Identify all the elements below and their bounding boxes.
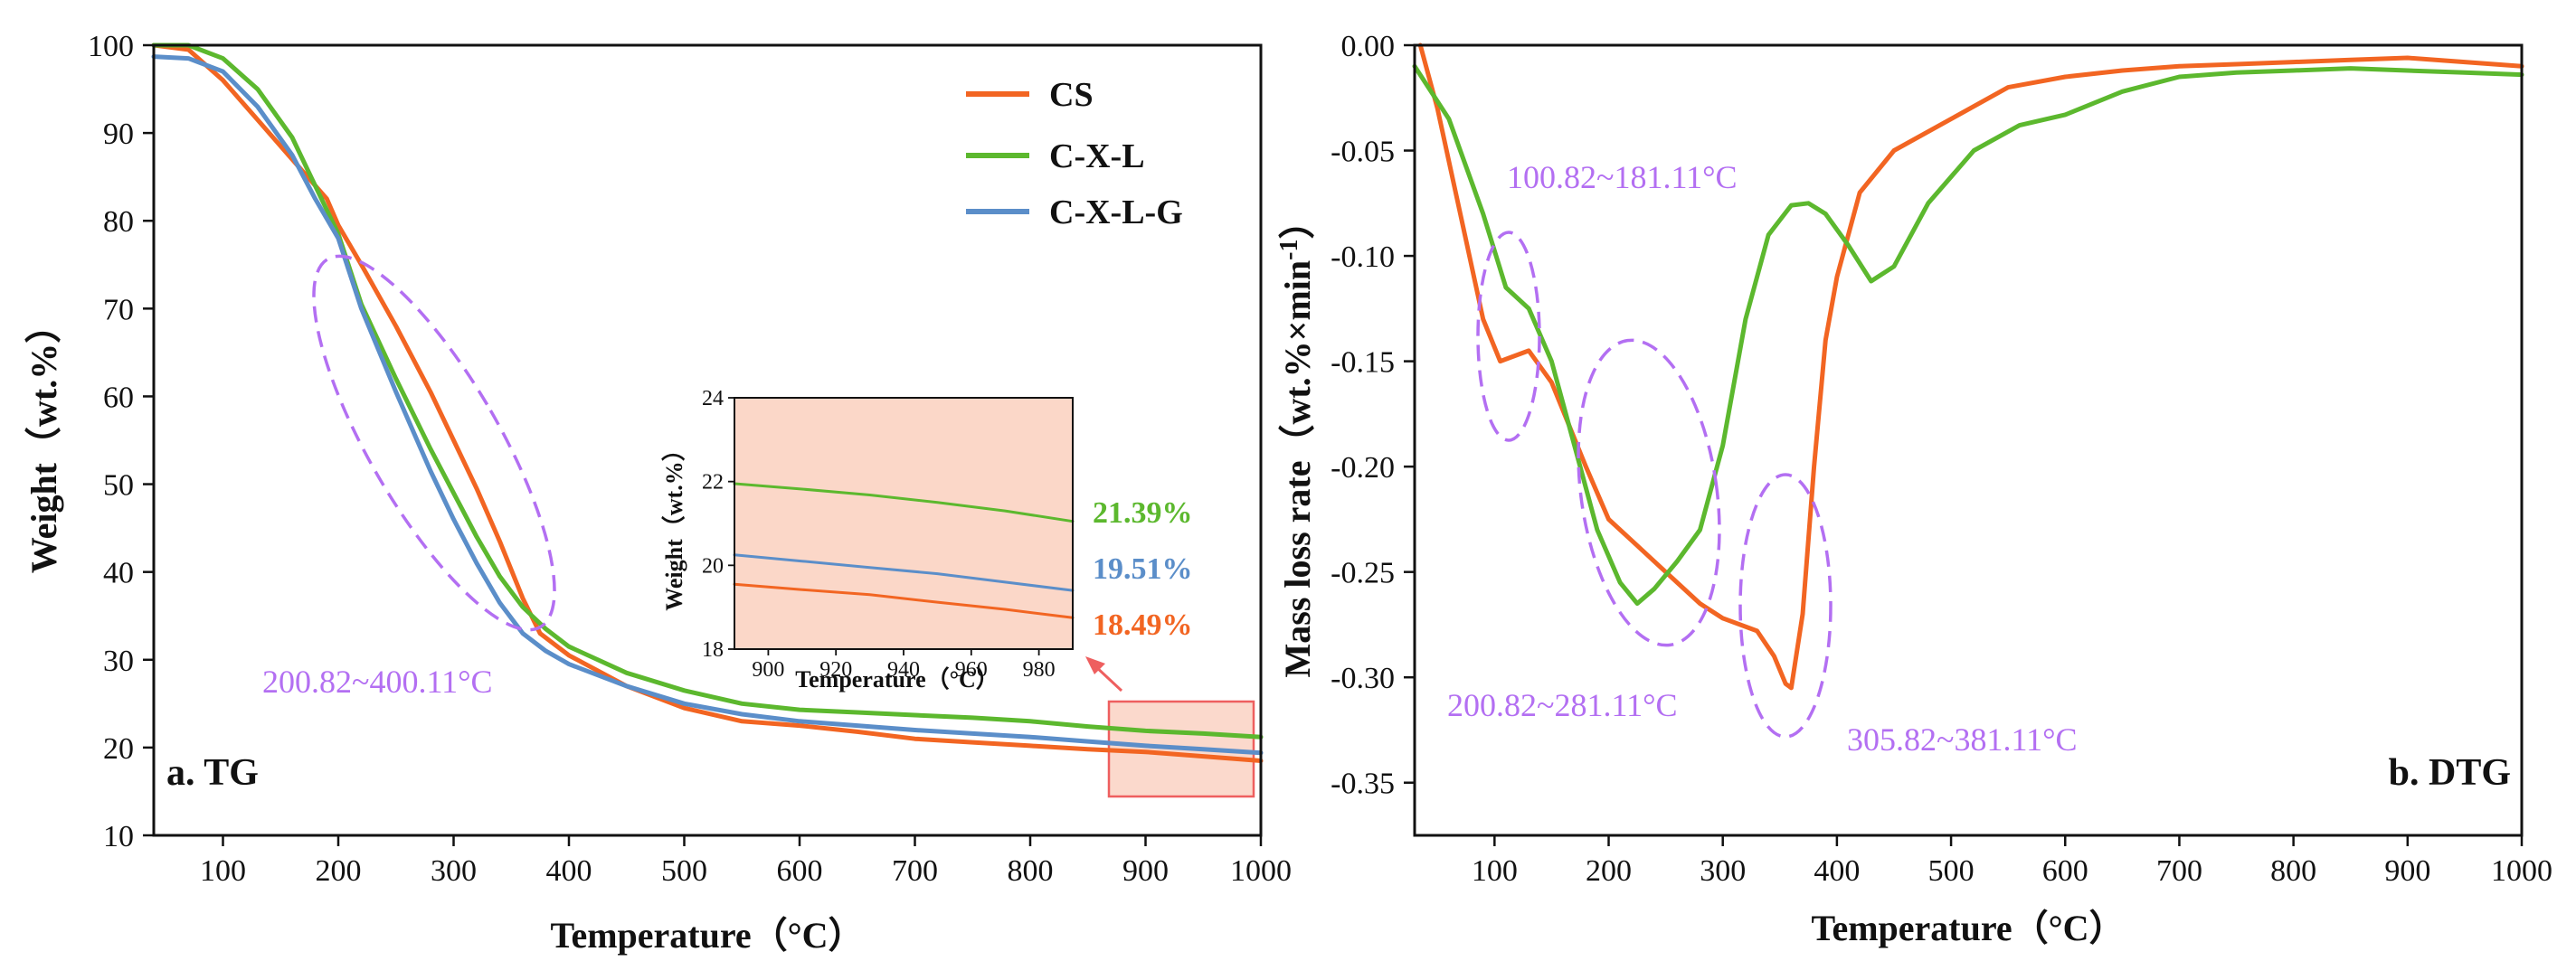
dtg-range-annotation-2: 200.82~281.11°C	[1447, 687, 1678, 723]
inset-background	[734, 398, 1073, 649]
inset-series-group	[733, 482, 1075, 619]
dtg-y-tick-label: -0.35	[1331, 768, 1395, 801]
tg-x-tick-label: 800	[1008, 854, 1054, 888]
inset-y-tick-label: 20	[702, 554, 724, 578]
tg-series-c-x-l-g	[151, 54, 1264, 756]
dtg-range-annotation-1: 100.82~181.11°C	[1507, 159, 1738, 195]
dtg-ellipse-1	[1476, 231, 1541, 442]
tg-range-annotation: 200.82~400.11°C	[262, 664, 493, 700]
tg-y-tick-label: 90	[103, 118, 134, 151]
tg-y-tick-label: 20	[103, 732, 134, 766]
dtg-x-tick-label: 800	[2270, 854, 2316, 888]
tg-y-tick-label: 100	[88, 30, 134, 63]
tg-y-tick-label: 30	[103, 645, 134, 678]
dtg-y-ticks: 0.00 -0.05 -0.10 -0.15 -0.20 -0.25 -0.30 -0.35	[1331, 30, 1415, 801]
inset-x-axis-title: Temperature（°C）	[795, 666, 999, 693]
dtg-y-tick-label: -0.15	[1331, 346, 1395, 380]
inset-series-cs	[733, 582, 1075, 619]
inset-x-ticks: 900 920 940 960 980	[752, 649, 1056, 682]
inset-x-tick-label: 940	[887, 658, 920, 682]
inset-x-tick-label: 900	[752, 658, 784, 682]
tg-y-tick-label: 80	[103, 205, 134, 239]
inset-y-tick-label: 22	[702, 471, 724, 495]
tg-y-tick-label: 50	[103, 469, 134, 503]
dtg-y-axis-title-tail: ）	[1277, 203, 1318, 240]
dtg-y-axis-title-sup: -1	[1275, 240, 1303, 260]
tg-x-tick-label: 300	[431, 854, 477, 888]
tg-series-group	[151, 42, 1264, 763]
inset-x-tick-label: 980	[1023, 658, 1056, 682]
tg-decomposition-ellipse	[312, 254, 556, 632]
inset-y-axis-title: Weight（wt.%）	[661, 438, 687, 610]
inset-y-tick-label: 18	[702, 638, 724, 662]
legend-label-cs: CS	[1049, 76, 1094, 114]
dtg-y-tick-label: -0.05	[1331, 136, 1395, 169]
tg-y-tick-label: 60	[103, 381, 134, 414]
dtg-series-group	[1412, 42, 2524, 691]
dtg-y-tick-label: 0.00	[1341, 30, 1396, 63]
dtg-x-ticks: 100 200 300 400 500 600 700 800 900 1000	[1472, 835, 2552, 888]
tg-axes-frame	[152, 43, 1263, 837]
dtg-ellipse-3	[1738, 473, 1833, 739]
tg-x-axis-title: Temperature（°C）	[550, 915, 864, 956]
tg-x-tick-label: 900	[1122, 854, 1169, 888]
inset-x-tick-label: 920	[819, 658, 852, 682]
dtg-x-tick-label: 300	[1700, 854, 1746, 888]
zoom-arrow	[1085, 656, 1123, 693]
inset-x-tick-label: 960	[955, 658, 988, 682]
tg-x-tick-label: 600	[777, 854, 823, 888]
dtg-x-tick-label: 400	[1814, 854, 1860, 888]
tg-legend: CS C-X-L C-X-L-G	[966, 76, 1183, 231]
tg-x-tick-label: 400	[546, 854, 592, 888]
dtg-panel: 100 200 300 400 500 600 700 800 900 1000 0.00 -0.0…	[1275, 30, 2552, 948]
legend-label-c-x-l: C-X-L	[1049, 137, 1145, 175]
dtg-x-axis-title: Temperature（°C）	[1811, 908, 2125, 948]
tg-y-axis-title: Weight（wt.%）	[24, 307, 64, 573]
tg-y-tick-label: 40	[103, 557, 134, 590]
dtg-ellipse-2	[1577, 338, 1721, 647]
inset-end-label-cs: 18.49%	[1093, 608, 1193, 642]
tg-x-tick-label: 200	[316, 854, 362, 888]
dtg-series-c-x-l	[1412, 63, 2524, 607]
inset-y-ticks: 18 20 22 24	[702, 387, 734, 662]
dtg-y-axis-title: Mass loss rate（wt.%×min-1）	[1275, 203, 1318, 678]
dtg-x-tick-label: 200	[1586, 854, 1632, 888]
inset-y-tick-label: 24	[702, 387, 724, 410]
dtg-axes-frame	[1413, 43, 2524, 837]
dtg-x-tick-label: 1000	[2491, 854, 2552, 888]
dtg-y-tick-label: -0.10	[1331, 240, 1395, 274]
dtg-x-tick-label: 700	[2156, 854, 2202, 888]
dtg-x-tick-label: 100	[1472, 854, 1518, 888]
dtg-y-tick-label: -0.30	[1331, 662, 1395, 695]
tg-y-ticks: 10 20 30 40 50 60 70 80 90 100	[88, 30, 154, 853]
tg-x-ticks: 100 200 300 400 500 600 700 800 900 1000	[200, 835, 1292, 888]
tg-y-tick-label: 10	[103, 820, 134, 853]
dtg-x-tick-label: 900	[2384, 854, 2430, 888]
tg-panel-label: a. TG	[166, 752, 259, 794]
dtg-y-axis-title-main: Mass loss rate（wt.%×min	[1277, 260, 1318, 678]
tg-series-c-x-l	[151, 42, 1264, 740]
inset-series-c-x-l	[733, 482, 1075, 523]
dtg-series-cs	[1417, 42, 2524, 691]
dtg-x-tick-label: 600	[2042, 854, 2088, 888]
tg-x-tick-label: 1000	[1230, 854, 1292, 888]
inset-series-c-x-l-g	[733, 553, 1075, 592]
inset-end-label-c-x-l-g: 19.51%	[1093, 552, 1193, 586]
tg-x-tick-label: 500	[661, 854, 707, 888]
legend-label-c-x-l-g: C-X-L-G	[1049, 193, 1183, 231]
dtg-y-tick-label: -0.25	[1331, 557, 1395, 590]
dtg-y-tick-label: -0.20	[1331, 451, 1395, 485]
dtg-range-annotation-3: 305.82~381.11°C	[1847, 721, 2078, 758]
tg-y-tick-label: 70	[103, 293, 134, 326]
dtg-x-tick-label: 500	[1928, 854, 1975, 888]
tg-inset: 900 920 940 960 980 18 20 22 24 Temperature（°C）…	[661, 387, 1193, 693]
tg-x-tick-label: 100	[200, 854, 246, 888]
tg-panel: 100 200 300 400 500 600 700 800 900 1000 10 20 30 40…	[24, 30, 1292, 956]
inset-end-label-c-x-l: 21.39%	[1093, 496, 1193, 530]
dtg-panel-label: b. DTG	[2389, 752, 2511, 794]
tg-x-tick-label: 700	[892, 854, 938, 888]
